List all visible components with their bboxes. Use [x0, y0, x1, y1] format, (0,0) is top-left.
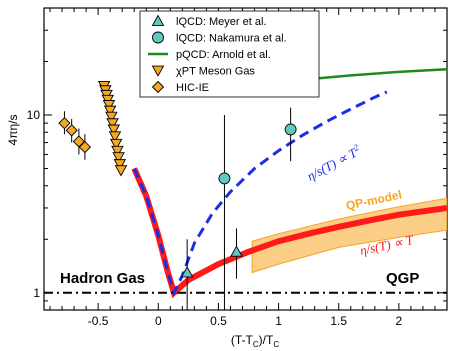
legend-swatch-lqcd-meyer-et-al [151, 14, 165, 26]
x-tick-label: 0 [155, 314, 162, 328]
legend-label-hic-ie: HIC-IE [176, 82, 209, 94]
y-tick-label: 1 [33, 286, 40, 300]
hadron-gas-label: Hadron Gas [60, 270, 145, 287]
point-pt-meson-gas [108, 131, 122, 143]
point-pt-meson-gas [105, 111, 118, 124]
y-axis-label: 4πη/s [6, 115, 20, 146]
legend-swatch-pt-meson-gas [151, 65, 165, 77]
point-pt-meson-gas [111, 145, 124, 158]
legend-label-pqcd-arnold-et-al: pQCD: Arnold et al. [176, 49, 271, 61]
point-pt-meson-gas [109, 138, 123, 151]
legend-label-pt-meson-gas: χPT Meson Gas [176, 66, 255, 78]
point-hic-ie [65, 124, 78, 137]
tick-labels: -0.5 0 0.5 1 1.5 2 1 10 [27, 108, 403, 328]
x-axis-label: (T-TC)/TC [231, 333, 279, 349]
point-pt-meson-gas [114, 165, 128, 177]
point-hic-ie [78, 140, 92, 154]
point-lqcd-meyer-et-al [180, 266, 194, 278]
line-s-t-t [131, 167, 447, 299]
y-tick-label: 10 [27, 108, 41, 122]
point-hic-ie [58, 117, 71, 130]
legend-label-lqcd-nakamura-et-al: lQCD: Nakamura et al. [176, 33, 287, 45]
x-tick-label: 1 [275, 314, 282, 328]
point-pt-meson-gas [103, 105, 117, 117]
x-tick-label: -0.5 [88, 314, 109, 328]
point-pt-meson-gas [106, 118, 119, 130]
legend-swatch-lqcd-nakamura-et-al [152, 31, 164, 44]
legend-box [139, 10, 320, 98]
legend: lQCD: Meyer et al. lQCD: Nakamura et al. p… [139, 10, 320, 98]
legend-label-lqcd-meyer-et-al: lQCD: Meyer et al. [176, 16, 266, 28]
point-lqcd-meyer-et-al [230, 245, 243, 257]
x-axis-label-sub2: C [273, 340, 279, 349]
eta-t2-label: η/s(T) ∝ T2 [304, 142, 364, 184]
point-pt-meson-gas [102, 100, 116, 112]
x-tick-label: 2 [396, 314, 403, 328]
x-tick-label: 0.5 [210, 314, 227, 328]
x-axis-label-main: (T-T [231, 333, 254, 347]
line-s-t-t [132, 90, 388, 297]
marker-layer [58, 80, 297, 278]
plot-frame [43, 7, 448, 311]
eta-t2-label-base: η/s(T) ∝ T [304, 145, 359, 184]
point-hic-ie [72, 135, 86, 148]
point-pt-meson-gas [112, 152, 125, 164]
legend-swatch-hic-ie [151, 80, 165, 94]
x-axis-label-sub: C [253, 340, 259, 349]
point-pt-meson-gas [113, 159, 127, 171]
point-lqcd-nakamura-et-al [284, 123, 297, 136]
qgp-label: QGP [386, 270, 419, 287]
eta-t2-label-exp: 2 [352, 142, 361, 153]
point-lqcd-nakamura-et-al [218, 172, 231, 185]
x-tick-label: 1.5 [330, 314, 347, 328]
x-axis-label-div: )/T [259, 333, 274, 347]
point-pt-meson-gas [107, 124, 121, 136]
